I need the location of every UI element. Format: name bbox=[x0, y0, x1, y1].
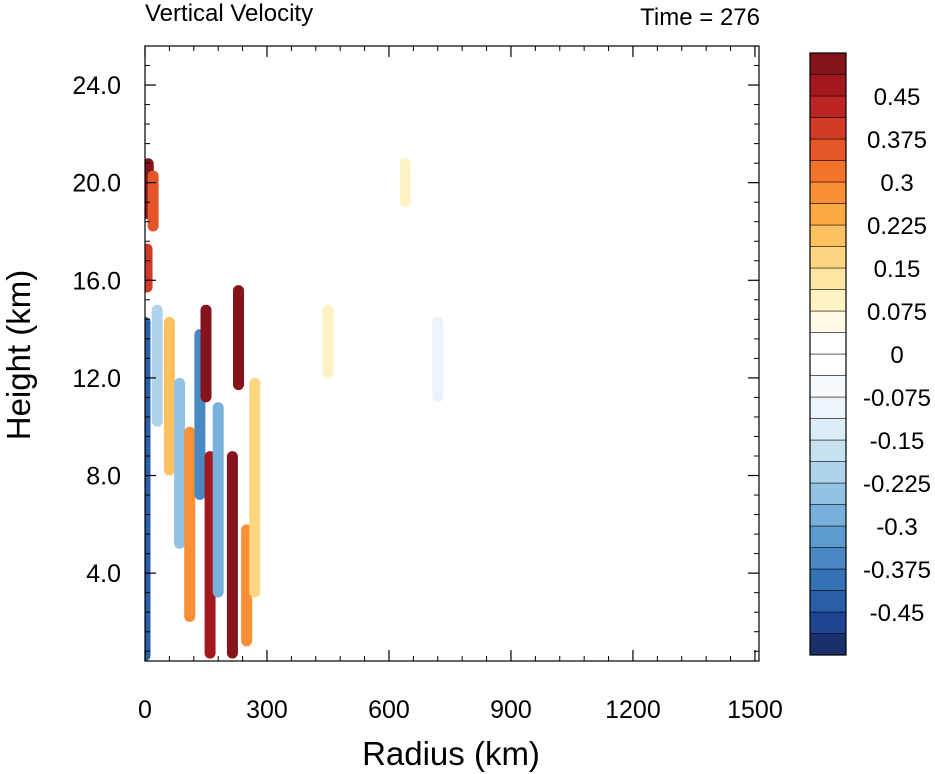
velocity-feature-0 bbox=[145, 316, 151, 661]
colorbar-label: 0 bbox=[890, 342, 903, 369]
velocity-feature-11 bbox=[212, 402, 224, 598]
colorbar-swatch bbox=[809, 289, 847, 312]
colorbar-swatch bbox=[809, 504, 847, 527]
colorbar-swatch bbox=[809, 375, 847, 398]
colorbar-label: -0.45 bbox=[870, 600, 925, 627]
colorbar-swatch bbox=[809, 246, 847, 269]
colorbar-swatch bbox=[809, 547, 847, 570]
colorbar-swatch bbox=[809, 439, 847, 462]
colorbar-swatch bbox=[809, 590, 847, 613]
colorbar-swatch bbox=[809, 310, 847, 333]
colorbar-label: -0.15 bbox=[870, 428, 925, 455]
y-tick-label: 24.0 bbox=[72, 72, 121, 100]
velocity-feature-13 bbox=[233, 285, 245, 391]
plot-layer bbox=[144, 45, 760, 662]
colorbar-swatch bbox=[809, 181, 847, 204]
colorbar-swatch bbox=[809, 52, 847, 75]
colorbar-swatch bbox=[809, 396, 847, 419]
chart-title: Vertical Velocity bbox=[145, 0, 313, 27]
plot-frame bbox=[144, 45, 760, 662]
velocity-feature-15 bbox=[249, 377, 261, 598]
x-tick-label: 0 bbox=[138, 696, 152, 724]
colorbar-swatch bbox=[809, 74, 847, 97]
colorbar-swatch bbox=[809, 95, 847, 118]
colorbar-swatch bbox=[809, 461, 847, 484]
x-axis-label: Radius (km) bbox=[362, 735, 540, 772]
colorbar-label: -0.075 bbox=[863, 385, 931, 412]
y-tick-label: 20.0 bbox=[72, 170, 121, 198]
colorbar-swatch bbox=[809, 611, 847, 634]
colorbar-label: -0.3 bbox=[876, 514, 917, 541]
y-tick-label: 16.0 bbox=[72, 267, 121, 295]
colorbar-swatch bbox=[809, 138, 847, 161]
velocity-feature-2 bbox=[147, 170, 159, 232]
velocity-feature-3 bbox=[145, 243, 153, 293]
colorbar-swatch bbox=[809, 332, 847, 355]
colorbar-label: 0.45 bbox=[874, 84, 921, 111]
velocity-field bbox=[145, 158, 444, 661]
velocity-feature-9 bbox=[200, 304, 212, 403]
y-axis: 4.0 8.0 12.0 16.0 20.0 24.0 bbox=[72, 65, 759, 652]
velocity-feature-17 bbox=[432, 316, 444, 403]
y-tick-label: 8.0 bbox=[86, 463, 121, 491]
x-tick-label: 900 bbox=[490, 696, 532, 724]
colorbar-swatch bbox=[809, 633, 847, 656]
velocity-feature-6 bbox=[174, 377, 186, 549]
velocity-feature-18 bbox=[399, 158, 411, 208]
colorbar-label: 0.3 bbox=[880, 170, 913, 197]
x-tick-label: 1200 bbox=[605, 696, 661, 724]
x-tick-label: 600 bbox=[368, 696, 410, 724]
colorbar-label: 0.15 bbox=[874, 256, 921, 283]
colorbar-swatch bbox=[809, 568, 847, 591]
velocity-feature-12 bbox=[226, 451, 238, 659]
colorbar-swatch bbox=[809, 267, 847, 290]
colorbar-frame bbox=[809, 52, 847, 656]
y-tick-label: 12.0 bbox=[72, 365, 121, 393]
velocity-feature-16 bbox=[322, 304, 334, 378]
time-label: Time = 276 bbox=[640, 4, 760, 31]
colorbar-label: -0.375 bbox=[863, 557, 931, 584]
y-tick-label: 4.0 bbox=[86, 560, 121, 588]
colorbar-swatch bbox=[809, 353, 847, 376]
colorbar-swatch bbox=[809, 160, 847, 183]
colorbar-label: 0.075 bbox=[867, 299, 927, 326]
colorbar-label: 0.375 bbox=[867, 127, 927, 154]
velocity-feature-7 bbox=[184, 426, 196, 622]
x-tick-label: 1500 bbox=[727, 696, 783, 724]
colorbar: 0.45 0.375 0.3 0.225 0.15 0.075 0 -0.075 -0.15 -0… bbox=[809, 52, 931, 656]
velocity-feature-5 bbox=[163, 316, 175, 476]
colorbar-swatch bbox=[809, 525, 847, 548]
x-axis: 0 300 600 900 1200 1500 bbox=[138, 46, 783, 724]
colorbar-swatch bbox=[809, 482, 847, 505]
x-tick-label: 300 bbox=[246, 696, 288, 724]
colorbar-swatch bbox=[809, 203, 847, 226]
colorbar-swatch bbox=[809, 224, 847, 247]
colorbar-swatch bbox=[809, 117, 847, 140]
colorbar-swatch bbox=[809, 418, 847, 441]
colorbar-label: 0.225 bbox=[867, 213, 927, 240]
velocity-feature-4 bbox=[151, 304, 163, 427]
colorbar-label: -0.225 bbox=[863, 471, 931, 498]
y-axis-label: Height (km) bbox=[0, 270, 37, 441]
